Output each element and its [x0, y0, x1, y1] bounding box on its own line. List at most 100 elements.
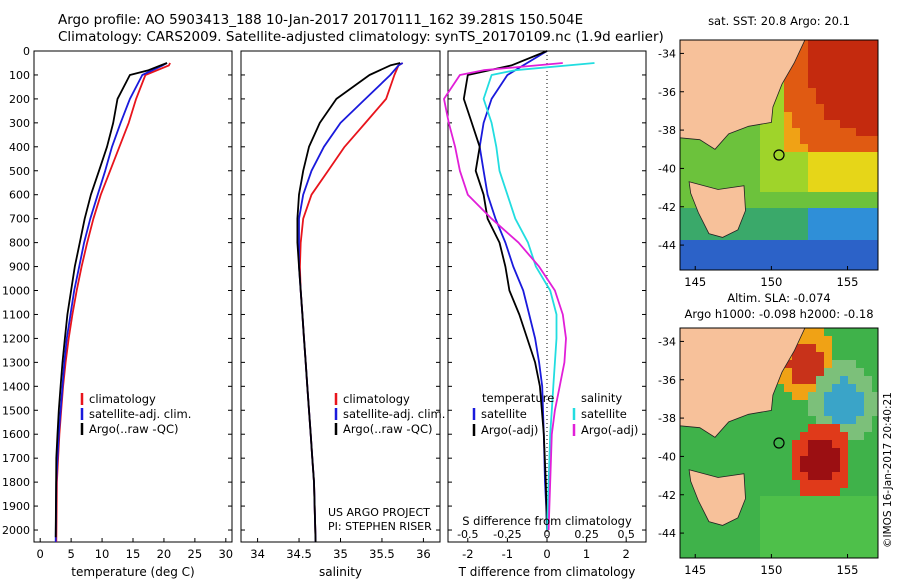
map_sla-cell	[792, 512, 801, 521]
map_sst-cell	[792, 136, 801, 145]
map_sla-cell	[856, 376, 865, 385]
map_sla-cell	[752, 528, 761, 537]
sal-series-line	[296, 62, 401, 543]
map_sla-cell	[856, 480, 865, 489]
map_sla-cell	[824, 400, 833, 409]
map_sst-cell	[808, 104, 817, 113]
map_sla-cell	[816, 400, 825, 409]
map_sla-cell	[784, 464, 793, 473]
map_sst-cell	[744, 256, 753, 265]
map_sst-cell	[784, 96, 793, 105]
map_sst-cell	[824, 40, 833, 49]
map_sla-cell	[832, 544, 841, 553]
map_sla-cell	[688, 552, 697, 558]
map_sla-cell	[688, 448, 697, 457]
map_sla-cell	[752, 464, 761, 473]
map_sst-cell	[816, 120, 825, 129]
map_sst-cell	[784, 112, 793, 121]
map_sla-cell	[872, 488, 878, 497]
map_sla-cell	[800, 376, 809, 385]
map_sla-cell	[736, 456, 745, 465]
map_sla-cell	[872, 400, 878, 409]
map_sst-cell	[864, 200, 873, 209]
sal-xlabel: salinity	[319, 565, 362, 579]
map_sla-cell	[808, 400, 817, 409]
map_sst-cell	[816, 224, 825, 233]
map_sst-cell	[856, 176, 865, 185]
map_sst-ytick-label: -42	[658, 201, 676, 214]
map_sst-cell	[784, 208, 793, 217]
map_sla-cell	[752, 480, 761, 489]
map_sst-cell	[864, 96, 873, 105]
map_sst-cell	[776, 152, 785, 161]
map_sst-cell	[760, 232, 769, 241]
map_sst-cell	[808, 248, 817, 257]
map_sst-cell	[720, 264, 729, 270]
map_sst-cell	[824, 216, 833, 225]
map_sla-cell	[864, 400, 873, 409]
map_sst-cell	[728, 256, 737, 265]
map_sla-cell	[736, 528, 745, 537]
map_sla-cell	[752, 488, 761, 497]
map_sst-cell	[824, 248, 833, 257]
map_sla-cell	[768, 480, 777, 489]
map_sst-cell	[696, 168, 705, 177]
map_sla-cell	[688, 488, 697, 497]
map_sst-cell	[848, 176, 857, 185]
map_sla-cell	[808, 432, 817, 441]
map_sla-cell	[824, 416, 833, 425]
map_sst-cell	[688, 216, 697, 225]
map_sla-cell	[816, 408, 825, 417]
map_sst-cell	[800, 104, 809, 113]
map_sst-cell	[840, 184, 849, 193]
map_sla-cell	[848, 544, 857, 553]
map_sst-cell	[872, 224, 878, 233]
map_sst-cell	[784, 216, 793, 225]
map_sla-cell	[824, 488, 833, 497]
map_sst-cell	[800, 64, 809, 73]
map_sla-cell	[856, 344, 865, 353]
map_sla-cell	[768, 552, 777, 558]
map_sla-cell	[816, 480, 825, 489]
diff-xtick-label: -2	[462, 547, 473, 561]
map_sst-cell	[688, 232, 697, 241]
map_sst-cell	[800, 240, 809, 249]
map_sst-cell	[832, 96, 841, 105]
map_sla-cell	[784, 544, 793, 553]
map_sst-cell	[792, 192, 801, 201]
diff-xlabel: T difference from climatology	[458, 565, 636, 579]
map_sst-cell	[784, 72, 793, 81]
map_sla-cell	[792, 552, 801, 558]
map_sla-cell	[824, 368, 833, 377]
map_sla-cell	[832, 456, 841, 465]
map_sst-cell	[680, 200, 689, 209]
map_sst-cell	[872, 112, 878, 121]
map_sla-cell	[872, 416, 878, 425]
map_sla-cell	[864, 440, 873, 449]
map_sst-cell	[872, 160, 878, 169]
map_sla-cell	[744, 512, 753, 521]
map_sla-cell	[776, 400, 785, 409]
map_sla-cell	[864, 424, 873, 433]
map_sla-cell	[680, 456, 689, 465]
map_sla-cell	[832, 464, 841, 473]
map_sla-cell	[832, 448, 841, 457]
map_sst-cell	[752, 128, 761, 137]
map_sla-cell	[808, 448, 817, 457]
map_sla-cell	[816, 448, 825, 457]
map_sst-cell	[728, 136, 737, 145]
map_sla-cell	[768, 448, 777, 457]
map_sla-cell	[712, 448, 721, 457]
diff-xtick-label: -1	[502, 547, 513, 561]
map_sst-cell	[792, 56, 801, 65]
map_sst-cell	[768, 152, 777, 161]
map_sla-cell	[768, 416, 777, 425]
map_sst-cell	[784, 176, 793, 185]
map_sst-cell	[728, 176, 737, 185]
map_sla-cell	[768, 528, 777, 537]
map_sla-cell	[872, 552, 878, 558]
map_sla-cell	[776, 448, 785, 457]
map_sst-cell	[840, 224, 849, 233]
map_sla-cell	[816, 552, 825, 558]
map_sst-frame	[679, 39, 879, 271]
